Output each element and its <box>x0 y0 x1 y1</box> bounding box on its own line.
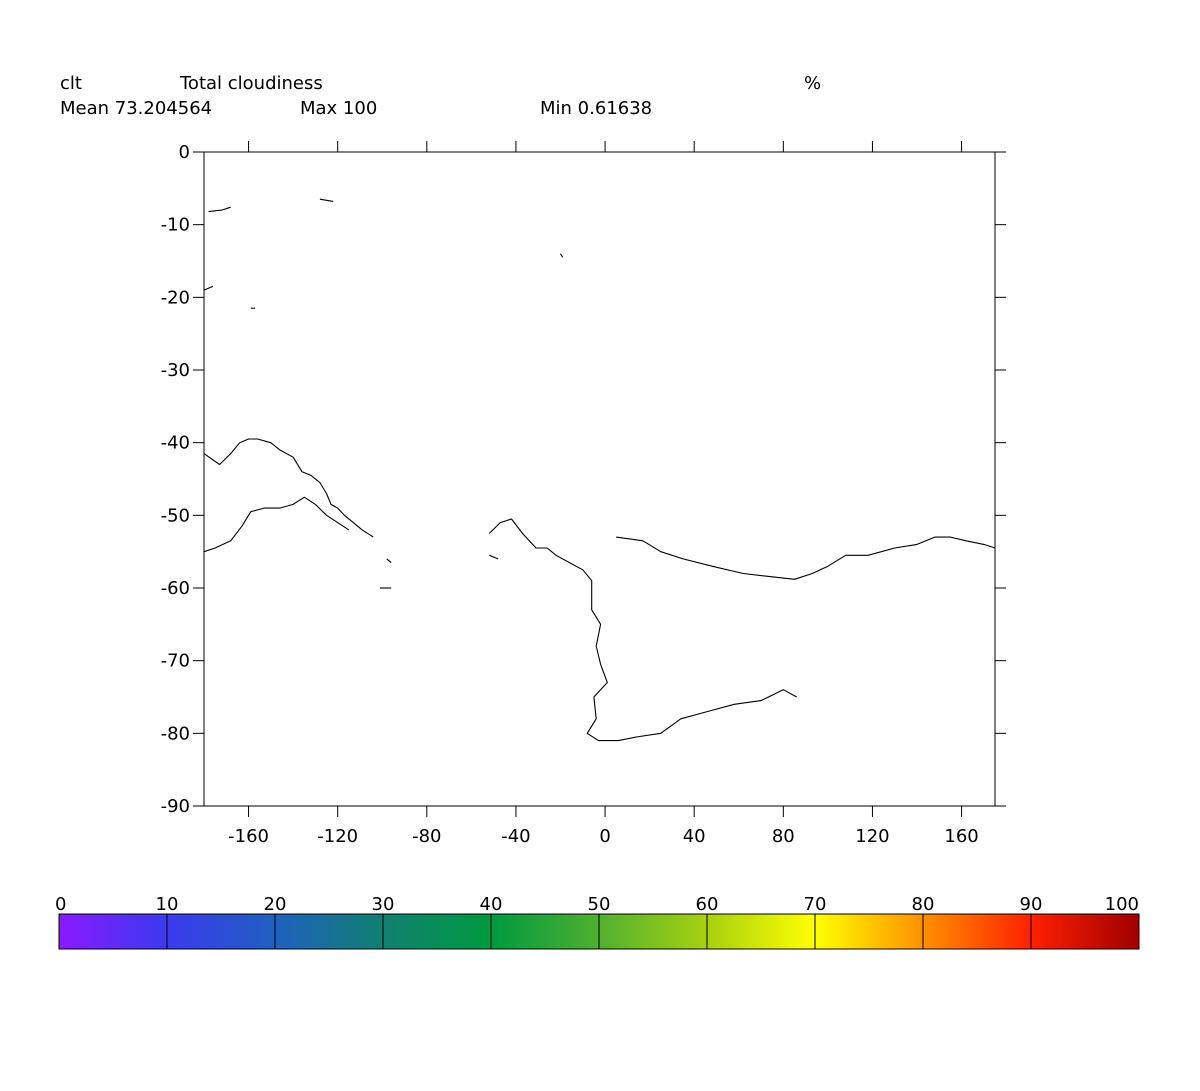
y-tick-label: -10 <box>161 215 190 236</box>
x-tick-label: 0 <box>599 826 610 847</box>
variable-long-name: Total cloudiness <box>180 73 323 94</box>
x-tick-label: 120 <box>855 826 889 847</box>
antarctica-pacific-coast <box>203 496 350 553</box>
coastlines <box>203 198 996 742</box>
colorbar-label: 20 <box>264 894 287 915</box>
colorbar-segment <box>58 913 168 950</box>
x-tick-label: 160 <box>944 826 978 847</box>
y-tick-label: -30 <box>161 360 190 381</box>
x-tick-label: -80 <box>412 826 441 847</box>
x-tick-label: 80 <box>772 826 795 847</box>
island-f <box>386 558 392 564</box>
y-tick-label: -20 <box>161 287 190 308</box>
colorbar-label: 70 <box>804 894 827 915</box>
colorbar-label: 50 <box>588 894 611 915</box>
antarctica-indian-coast <box>616 536 996 580</box>
colorbar-segment <box>922 913 1032 950</box>
island-d <box>203 285 214 291</box>
x-tick-label: -40 <box>501 826 530 847</box>
colorbar: 0 10 20 30 40 50 60 70 80 90 100 <box>55 894 1140 950</box>
island-h <box>488 554 499 560</box>
mean-stat: Mean 73.204564 <box>60 98 213 119</box>
island-a <box>208 206 231 213</box>
colorbar-segment <box>274 913 384 950</box>
x-tick-label: -120 <box>317 826 358 847</box>
variable-name: clt <box>60 73 82 94</box>
island-b <box>319 198 334 202</box>
y-tick-label: -60 <box>161 578 190 599</box>
x-tick-label: -160 <box>228 826 269 847</box>
colorbar-segment <box>382 913 492 950</box>
y-tick-label: -50 <box>161 505 190 526</box>
y-tick-label: -40 <box>161 433 190 454</box>
colorbar-segment <box>706 913 816 950</box>
colorbar-label: 100 <box>1105 894 1139 915</box>
units-label: % <box>804 73 822 94</box>
map-frame <box>203 151 996 807</box>
colorbar-label: 0 <box>55 894 66 915</box>
colorbar-segment <box>814 913 924 950</box>
colorbar-label: 40 <box>480 894 503 915</box>
australia-south-coast <box>203 438 374 538</box>
colorbar-segment <box>166 913 276 950</box>
x-tick-label: 40 <box>683 826 706 847</box>
island-c <box>560 253 564 258</box>
y-tick-label: -80 <box>161 723 190 744</box>
colorbar-segment <box>1030 913 1140 950</box>
y-tick-label: -70 <box>161 651 190 672</box>
colorbar-segment <box>598 913 708 950</box>
africa-south-coast <box>488 518 797 742</box>
min-stat: Min 0.61638 <box>540 98 653 119</box>
y-axis: 0 -10 -20 -30 -40 -50 -60 -70 -80 -90 <box>161 142 1006 817</box>
max-stat: Max 100 <box>300 98 378 119</box>
colorbar-label: 90 <box>1020 894 1043 915</box>
x-axis: -160 -120 -80 -40 0 40 80 120 160 <box>228 141 979 847</box>
colorbar-segment <box>490 913 600 950</box>
colorbar-label: 60 <box>696 894 719 915</box>
y-tick-label: 0 <box>179 142 190 163</box>
colorbar-label: 30 <box>372 894 395 915</box>
colorbar-label: 10 <box>156 894 179 915</box>
colorbar-label: 80 <box>912 894 935 915</box>
y-tick-label: -90 <box>161 796 190 817</box>
